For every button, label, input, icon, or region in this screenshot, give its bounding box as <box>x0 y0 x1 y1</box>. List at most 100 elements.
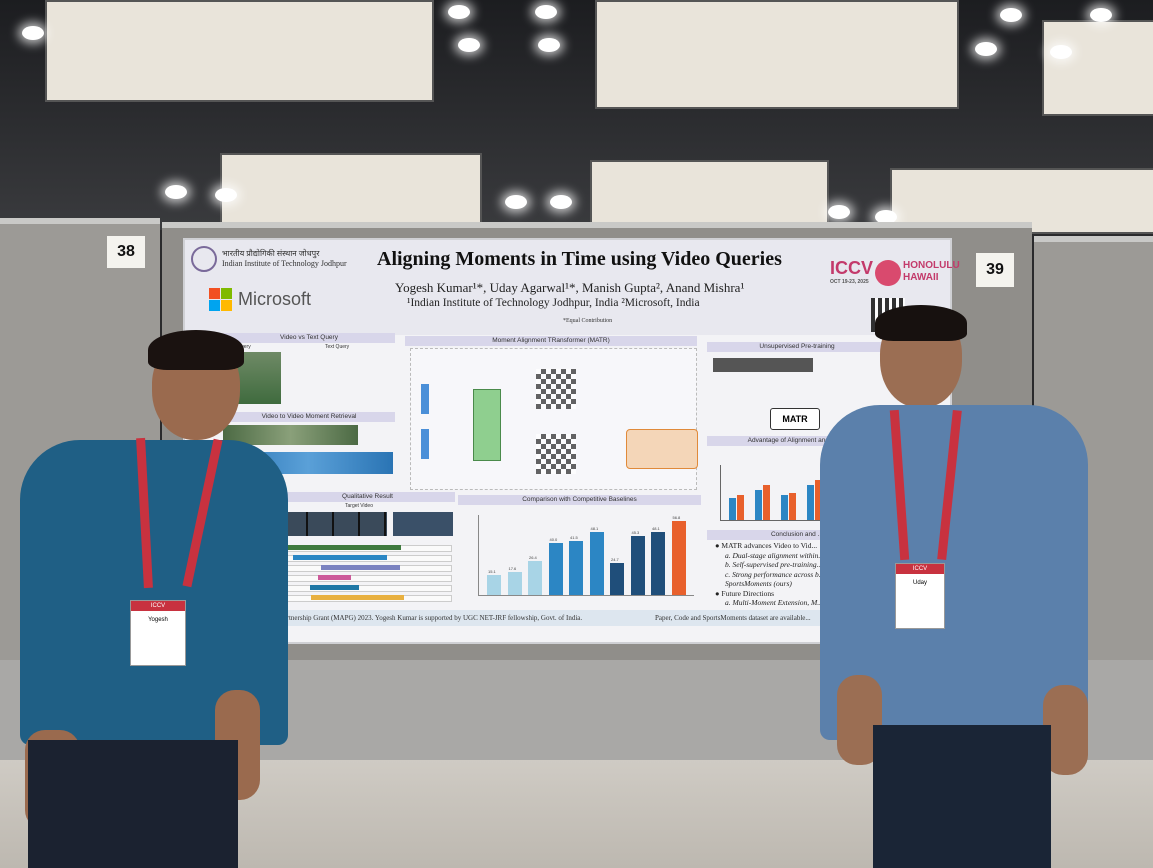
section-qualitative: Qualitative Result <box>280 492 455 502</box>
advantage-bar-chart <box>720 465 831 521</box>
conclusion-bullet: Future Directions <box>721 588 775 598</box>
conclusion-item: b. Self-supervised pre-training... <box>725 560 823 569</box>
comparison-bar-label: 45.3 <box>631 530 640 536</box>
comparison-bar-label: 15.1 <box>488 569 496 575</box>
comparison-bar-label: 56.8 <box>672 515 681 521</box>
person-left: ICCV Yogesh <box>20 330 290 868</box>
conclusion-item: a. Dual-stage alignment within... <box>725 550 824 560</box>
ceiling-light <box>975 42 997 56</box>
comparison-bar <box>507 572 522 595</box>
comparison-bar-label: 48.1 <box>652 526 660 532</box>
ceiling-light <box>875 210 897 224</box>
ceiling-light <box>550 195 572 209</box>
iitj-logo: भारतीय प्रौद्योगिकी संस्थान जोधपुर India… <box>191 246 347 272</box>
timeline-segment <box>311 595 404 600</box>
advantage-bar <box>729 497 736 520</box>
comparison-bar <box>630 536 645 595</box>
comparison-bar <box>671 521 686 595</box>
timeline-segment <box>309 585 360 590</box>
conference-dates: OCT 19-23, 2025 <box>830 279 869 285</box>
name-badge: ICCV Yogesh <box>130 600 186 666</box>
ceiling-light <box>505 195 527 209</box>
section-comparison: Comparison with Competitive Baselines <box>458 495 701 505</box>
timeline-segment <box>318 575 351 580</box>
trousers <box>873 725 1051 868</box>
poster-affiliations: ¹Indian Institute of Technology Jodhpur,… <box>407 297 700 309</box>
equal-contribution-note: *Equal Contribution <box>563 318 613 324</box>
conclusion-text: ● MATR advances Video to Vid... a. Dual-… <box>715 541 825 607</box>
advantage-bar <box>737 495 744 520</box>
ceiling-panel <box>590 160 829 234</box>
section-matr: Moment Alignment TRansformer (MATR) <box>405 336 697 346</box>
acknowledgement-text: ...the Microsoft Academic Partnership Gr… <box>205 614 583 622</box>
availability-text: Paper, Code and SportsMoments dataset ar… <box>655 614 811 622</box>
sponsor-name: Microsoft <box>238 289 312 309</box>
text-query-label: Text Query <box>325 344 350 350</box>
qualitative-timeline-bars <box>285 545 452 605</box>
conference-location: HONOLULU HAWAII <box>903 260 960 283</box>
ceiling-light <box>535 5 557 19</box>
comparison-bar-label: 41.5 <box>570 535 578 541</box>
comparison-bar-label: 26.4 <box>529 554 537 560</box>
matr-architecture-diagram <box>410 348 698 490</box>
advantage-bar <box>755 490 762 520</box>
ceiling-light <box>1090 8 1112 22</box>
ceiling-light <box>1050 45 1072 59</box>
target-video-filmstrip <box>282 512 387 536</box>
alignment-matrix <box>536 434 576 474</box>
poster-header: भारतीय प्रौद्योगिकी संस्थान जोधपुर India… <box>185 240 960 335</box>
ceiling-panel <box>1042 20 1153 116</box>
comparison-bar <box>569 541 583 595</box>
section-video-vs-text: Video vs Text Query <box>223 333 395 343</box>
iccv-logo: ICCV OCT 19-23, 2025 <box>830 258 873 285</box>
ceiling-panel <box>45 0 434 102</box>
ceiling-panel <box>595 0 959 109</box>
timeline-segment <box>285 545 401 550</box>
name-badge: ICCV Uday <box>895 563 945 629</box>
comparison-bar-label: 17.6 <box>508 566 517 572</box>
hair <box>875 305 967 341</box>
badge-name: Uday <box>912 580 927 586</box>
conference-name: ICCV <box>830 258 874 278</box>
ceiling <box>0 0 1153 234</box>
comparison-bar-label: 48.1 <box>590 526 599 532</box>
institute-hindi: भारतीय प्रौद्योगिकी संस्थान जोधपुर <box>222 249 320 258</box>
poster-authors: Yogesh Kumar¹*, Uday Agarwal¹*, Manish G… <box>395 280 745 295</box>
advantage-bar <box>789 492 796 520</box>
video-strip <box>223 425 358 445</box>
conclusion-item: c. Strong performance across b... <box>725 569 825 579</box>
ceiling-light <box>828 205 850 219</box>
target-video-strip <box>713 358 813 372</box>
comparison-bar <box>548 543 563 595</box>
advantage-bar <box>815 480 822 520</box>
comparison-bar-chart: 15.1 17.6 26.4 40.0 41.5 48.1 24.7 45.3 48.1 56.8 <box>478 515 694 596</box>
ceiling-light <box>22 26 44 40</box>
microsoft-logo: Microsoft <box>209 288 311 311</box>
poster-title: Aligning Moments in Time using Video Que… <box>377 248 782 270</box>
decoder-block <box>626 429 698 469</box>
person-right: ICCV Uday <box>815 305 1095 868</box>
ceiling-panel <box>220 153 482 229</box>
comparison-bar-label: 24.7 <box>611 556 619 562</box>
conclusion-bullet: MATR advances Video to Vid... <box>721 541 818 550</box>
comparison-bar <box>610 562 624 595</box>
ceiling-light <box>1000 8 1022 22</box>
embedding-block <box>421 384 429 414</box>
poster-footer: ...the Microsoft Academic Partnership Gr… <box>185 610 950 626</box>
advantage-bar <box>807 485 814 520</box>
hibiscus-icon <box>875 260 901 286</box>
comparison-bar <box>651 532 665 595</box>
advantage-bar <box>763 485 770 520</box>
advantage-bar <box>781 495 788 520</box>
target-video-label: Target Video <box>345 503 373 509</box>
institute-english: Indian Institute of Technology Jodhpur <box>222 259 347 268</box>
embedding-block <box>421 429 429 459</box>
encoder-block <box>473 389 501 461</box>
conclusion-item: a. Multi-Moment Extension, M... <box>725 598 823 607</box>
microsoft-squares-icon <box>209 288 232 311</box>
ceiling-light <box>448 5 470 19</box>
comparison-bar <box>589 532 604 595</box>
target-video-filmstrip <box>393 512 453 536</box>
section-advantage: Advantage of Alignment and Pre... <box>707 436 887 446</box>
matr-box: MATR <box>770 408 820 430</box>
